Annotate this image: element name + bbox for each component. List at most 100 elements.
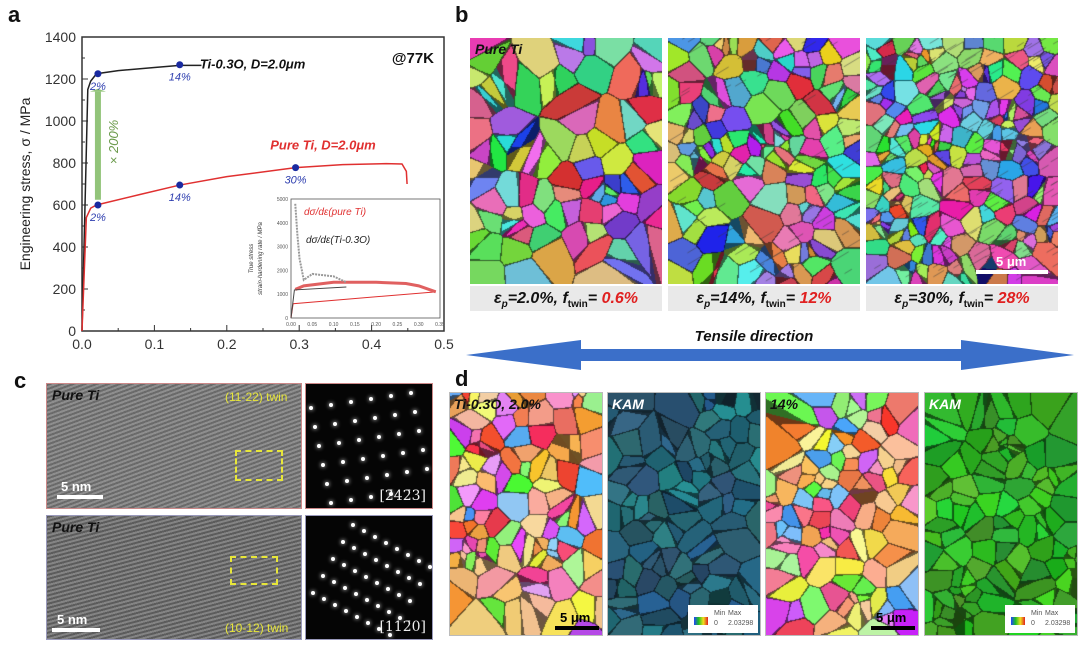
diffraction-spot	[357, 438, 361, 442]
ebsd-map-2pct: Pure Ti	[470, 38, 662, 284]
kam-map: KAM Min 0 Max 2.03298	[924, 392, 1078, 636]
diffraction-spot	[417, 582, 422, 586]
x-tick-label: 0.5	[434, 336, 454, 352]
fft-pattern-top: [2̄42̄3]	[305, 383, 433, 509]
x-axis-label: Engineering strain, ε	[200, 352, 327, 355]
diffraction-spot	[405, 553, 410, 557]
diffraction-spot	[337, 441, 341, 445]
diffraction-spot	[309, 406, 313, 410]
diffraction-spot	[329, 403, 333, 407]
diffraction-spot	[401, 451, 405, 455]
diffraction-spot	[329, 501, 333, 505]
diffraction-spot	[386, 610, 391, 614]
map-label: KAM	[929, 396, 961, 412]
scale-bar-label: 5 nm	[57, 612, 88, 627]
legend-min-value: 0	[714, 620, 718, 627]
inset-x-tick-label: 0.15	[350, 322, 360, 328]
x-tick-label: 0.4	[362, 336, 382, 352]
map-label: KAM	[612, 396, 644, 412]
f-sub: twin	[963, 299, 984, 311]
scale-bar	[976, 270, 1048, 274]
scale-bar-label: 5 μm	[996, 254, 1027, 269]
diffraction-spot	[331, 580, 336, 584]
diffraction-spot	[325, 482, 329, 486]
eps-symbol: ε	[696, 290, 705, 307]
inset-legend-ti03o: dσ/dε(Ti-0.3O)	[306, 235, 370, 246]
y-tick-label: 800	[53, 155, 77, 171]
ipf-map: 14% 5 μm	[765, 392, 919, 636]
color-scale	[1011, 617, 1025, 625]
diffraction-spot	[320, 574, 325, 578]
marker-label: 14%	[169, 72, 191, 84]
scale-bar	[871, 626, 915, 630]
inset-y-tick-label: 1000	[277, 292, 288, 298]
diffraction-spot	[345, 479, 349, 483]
diffraction-spot	[413, 410, 417, 414]
equals: =	[587, 290, 602, 307]
f-symbol: f	[760, 290, 766, 307]
eps-symbol: ε	[493, 290, 502, 307]
diffraction-spot	[409, 391, 413, 395]
twin-fraction: 28%	[997, 290, 1030, 307]
diffraction-spot	[332, 603, 337, 607]
series-label-pure-ti: Pure Ti, D=2.0μm	[270, 137, 376, 152]
equals: =	[983, 290, 998, 307]
color-scale	[694, 617, 708, 625]
inset-x-tick-label: 0.05	[307, 322, 317, 328]
diffraction-spot	[361, 457, 365, 461]
y-axis-label: Engineering stress, σ / MPa	[17, 97, 33, 270]
diffraction-spot	[372, 535, 377, 539]
twin-region-box	[235, 450, 283, 481]
diffraction-spot	[381, 454, 385, 458]
diffraction-spot	[361, 529, 366, 533]
twin-region-box	[230, 556, 278, 585]
strain-value: =2.0%,	[507, 290, 563, 307]
series-line-0	[81, 64, 202, 332]
diffraction-spot	[369, 495, 373, 499]
diffraction-spot	[385, 587, 390, 591]
image-label: Pure Ti	[52, 387, 100, 403]
diffraction-spot	[374, 581, 379, 585]
diffraction-spot	[351, 546, 356, 550]
diffraction-spot	[342, 586, 347, 590]
y-tick-label: 0	[68, 323, 76, 339]
twin-fraction: 12%	[799, 290, 832, 307]
diffraction-spot	[375, 604, 380, 608]
hrtem-image-bottom: Pure Ti (10-12) twin 5 nm	[46, 515, 302, 640]
kam-color-legend: Min 0 Max 2.03298	[688, 605, 758, 633]
marker-label: 2%	[89, 212, 106, 224]
y-tick-label: 600	[53, 197, 77, 213]
diffraction-spot	[365, 621, 370, 625]
diffraction-spot	[321, 597, 326, 601]
f-sub: twin	[567, 299, 588, 311]
diffraction-spot	[341, 460, 345, 464]
inset-x-tick-label: 0.20	[371, 322, 381, 328]
diffraction-spot	[417, 429, 421, 433]
stress-strain-chart: 0 200 400 600 800 1000 1200 1400 0.0 0.1 0.2 0.3 0.4…	[17, 29, 454, 355]
scale-bar	[52, 628, 100, 632]
legend-min-label: Min	[714, 610, 726, 617]
zone-axis-label: [112̄0]	[379, 619, 426, 635]
eps-sub: p	[902, 299, 909, 311]
diffraction-spot	[333, 422, 337, 426]
inset-y-tick-label: 3000	[277, 245, 288, 251]
diffraction-spot	[394, 547, 399, 551]
diffraction-spot	[353, 419, 357, 423]
image-label: Pure Ti	[52, 519, 100, 535]
inset-y-label-1: True stress	[249, 244, 255, 274]
strain-value: =30%,	[908, 290, 959, 307]
diffraction-spot	[352, 569, 357, 573]
chart-title: @77K	[392, 50, 434, 67]
tensile-direction-arrow	[466, 340, 1074, 370]
diffraction-spot	[340, 540, 345, 544]
inset-series-3	[294, 203, 347, 284]
diffraction-spot	[364, 598, 369, 602]
increase-arrow-shaft	[94, 91, 101, 200]
inset-y-tick-label: 5000	[277, 197, 288, 203]
f-symbol: f	[958, 290, 964, 307]
fft-pattern-bottom: [112̄0]	[305, 515, 433, 640]
y-tick-label: 1200	[45, 71, 76, 87]
panel-label-c: c	[14, 368, 27, 393]
legend-max-label: Max	[1045, 610, 1059, 617]
diffraction-spot	[373, 416, 377, 420]
